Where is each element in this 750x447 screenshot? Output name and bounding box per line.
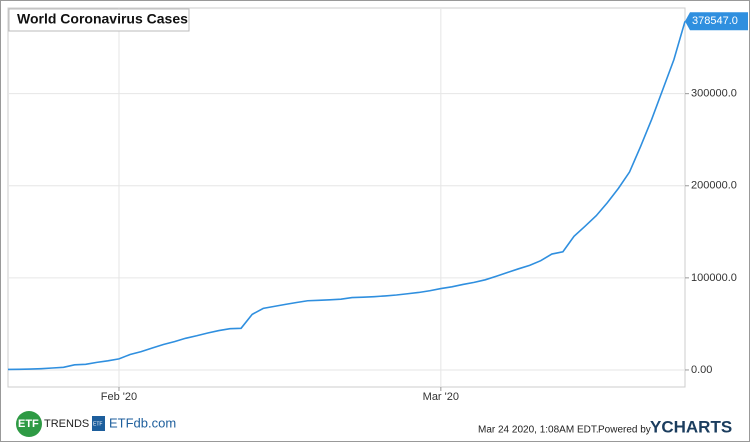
value-label-box	[685, 12, 748, 31]
logo2-text: ETFdb.com	[109, 415, 176, 430]
chart-title: World Coronavirus Cases	[17, 11, 188, 27]
timestamp: Mar 24 2020, 1:08AM EDT.	[478, 425, 599, 436]
logo2-mark: ETF	[93, 421, 102, 427]
y-tick-label: 300000.0	[691, 88, 737, 100]
brand: YCHARTS	[650, 417, 732, 436]
data-line	[7, 21, 686, 371]
x-tick-label: Mar '20	[423, 391, 459, 403]
logo1-text: TRENDS	[44, 418, 89, 430]
y-tick-label: 100000.0	[691, 272, 737, 284]
y-tick-label: 200000.0	[691, 180, 737, 192]
logo1-icon	[16, 411, 42, 437]
plot-area	[7, 7, 686, 388]
title-box	[8, 8, 190, 32]
logo1-mark: ETF	[18, 418, 39, 430]
logo2-icon	[92, 416, 105, 431]
powered-by: Powered by	[598, 425, 651, 436]
value-label: 378547.0	[692, 15, 738, 27]
y-tick-label: 0.00	[691, 364, 712, 376]
x-tick-label: Feb '20	[101, 391, 137, 403]
